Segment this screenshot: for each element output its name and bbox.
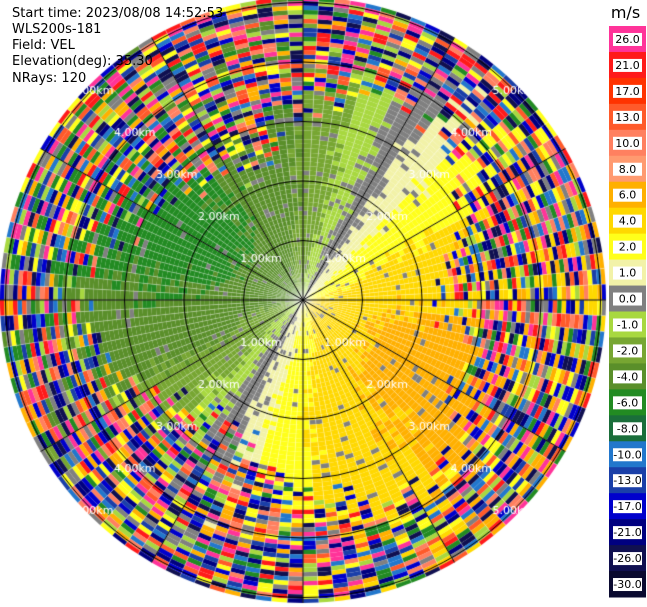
field-label: Field: VEL	[12, 38, 75, 53]
colorbar-tick-label: 2.0	[619, 241, 637, 254]
colorbar-tick-label: 4.0	[619, 215, 637, 228]
colorbar-label-bg	[613, 370, 642, 384]
colorbar-label-bg	[613, 526, 642, 540]
colorbar-tick-label: -6.0	[617, 396, 638, 409]
colorbar-tick-label: -26.0	[613, 552, 641, 565]
start-time-label: Start time: 2023/08/08 14:52:53	[12, 6, 224, 21]
colorbar-tick-label: 6.0	[619, 189, 637, 202]
colorbar-label-bg	[613, 344, 642, 358]
colorbar-label-bg	[613, 318, 642, 332]
instrument-label: WLS200s-181	[12, 22, 102, 37]
colorbar-tick-label: -17.0	[613, 500, 641, 513]
colorbar-label-bg	[613, 396, 642, 410]
colorbar-label-bg	[613, 136, 642, 150]
colorbar-tick-label: -10.0	[613, 448, 641, 461]
colorbar-label-bg	[613, 110, 642, 124]
colorbar-label-bg	[613, 84, 642, 98]
colorbar-tick-label: 17.0	[615, 85, 640, 98]
elevation-label: Elevation(deg): 35.30	[12, 54, 153, 69]
colorbar-tick-label: -4.0	[617, 370, 638, 383]
colorbar-label-bg	[613, 578, 642, 592]
colorbar-label-bg	[613, 32, 642, 46]
colorbar-tick-label: -1.0	[617, 318, 638, 331]
colorbar-tick-label: -2.0	[617, 344, 638, 357]
colorbar-tick-label: 26.0	[615, 33, 640, 46]
colorbar-label-bg	[613, 266, 642, 280]
colorbar-label-bg	[613, 162, 642, 176]
colorbar-tick-label: -21.0	[613, 526, 641, 539]
colorbar-label-bg	[613, 474, 642, 488]
colorbar-label-bg	[613, 552, 642, 566]
colorbar-label-bg	[613, 58, 642, 72]
colorbar-tick-label: 21.0	[615, 59, 640, 72]
colorbar-tick-label: -13.0	[613, 474, 641, 487]
nrays-label: NRays: 120	[12, 71, 87, 86]
colorbar-tick-label: 13.0	[615, 111, 640, 124]
colorbar-label-bg	[613, 422, 642, 436]
colorbar-label-bg	[613, 500, 642, 514]
colorbar-tick-label: 1.0	[619, 267, 637, 280]
colorbar-label-bg	[613, 188, 642, 202]
colorbar-unit-label: m/s	[611, 3, 640, 22]
colorbar-label-bg	[613, 214, 642, 228]
colorbar-label-bg	[613, 448, 642, 462]
colorbar-label-bg	[613, 240, 642, 254]
colorbar-tick-label: -8.0	[617, 422, 638, 435]
colorbar-label-bg	[613, 292, 642, 306]
colorbar-tick-label: 0.0	[619, 293, 637, 306]
colorbar-tick-label: -30.0	[613, 578, 641, 591]
colorbar-tick-label: 10.0	[615, 137, 640, 150]
colorbar-tick-label: 8.0	[619, 163, 637, 176]
